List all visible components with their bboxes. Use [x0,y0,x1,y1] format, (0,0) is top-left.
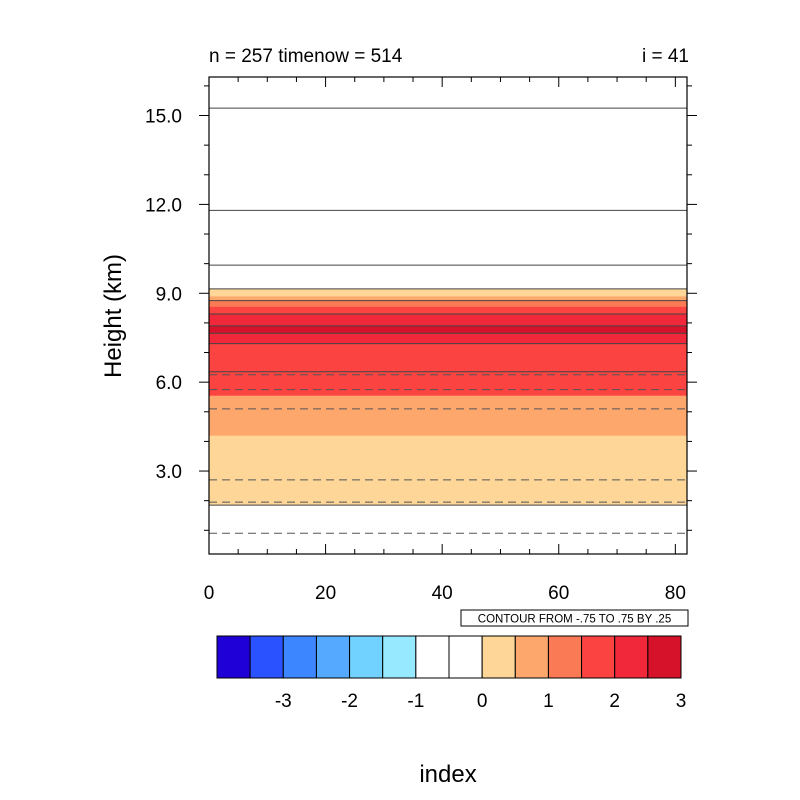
colorbar-swatch [282,635,317,679]
colorbar-label: -2 [341,691,358,712]
colorbar-labels: -3 -2 -1 0 1 2 3 [275,691,686,712]
fill-band [208,288,688,297]
colorbar-swatch [547,635,583,679]
colorbar-swatch [514,635,549,679]
colorbar-swatch [315,635,351,679]
colorbar-label: -1 [407,691,424,712]
fill-band [208,343,688,372]
title-right: i = 41 [642,46,689,67]
x-axis-label: index [419,761,476,788]
colorbar-swatch [349,635,384,679]
x-tick-label: 0 [204,583,215,604]
colorbar-swatch [382,635,417,679]
contour-lines [209,107,687,534]
y-tick-label: 15.0 [145,107,182,128]
colorbar-swatch [481,635,516,679]
colorbar-swatch [448,635,483,679]
colorbar-swatch [614,635,649,679]
y-axis-label: Height (km) [100,254,127,378]
plot-frame [208,76,688,555]
fill-band [208,313,688,327]
colorbar-label: 1 [543,691,554,712]
x-tick-label: 20 [315,583,336,604]
info-label-box [460,609,689,627]
fill-band [208,371,688,396]
colorbar-swatch [647,635,682,679]
contour-fill-layers [208,288,688,506]
fill-band [208,333,688,344]
colorbar-label: 2 [609,691,620,712]
colorbar-swatch [581,635,616,679]
fill-band [208,300,688,307]
y-tick-label: 6.0 [156,373,182,394]
colorbar-swatch [249,635,284,679]
fill-band [208,395,688,436]
colorbar-swatch [216,635,251,679]
fill-band [208,435,688,506]
fill-band [208,296,688,301]
x-tick-labels: 0 20 40 60 80 [204,583,686,604]
x-tick-label: 80 [665,583,686,604]
colorbar-label: 3 [676,691,687,712]
info-label: CONTOUR FROM -.75 TO .75 BY .25 [478,614,671,626]
colorbar [216,635,682,679]
colorbar-label: 0 [477,691,488,712]
x-tick-label: 40 [432,583,453,604]
colorbar-swatch [415,635,450,679]
fill-band [208,306,688,315]
y-tick-label: 3.0 [156,462,182,483]
y-tick-label: 12.0 [145,195,182,216]
y-tick-label: 9.0 [156,284,182,305]
x-tick-label: 60 [548,583,569,604]
colorbar-label: -3 [275,691,292,712]
title-left: n = 257 timenow = 514 [209,46,403,67]
y-tick-labels: 3.0 6.0 9.0 12.0 15.0 [145,107,182,484]
fill-band [208,325,688,334]
axis-ticks [199,77,697,554]
